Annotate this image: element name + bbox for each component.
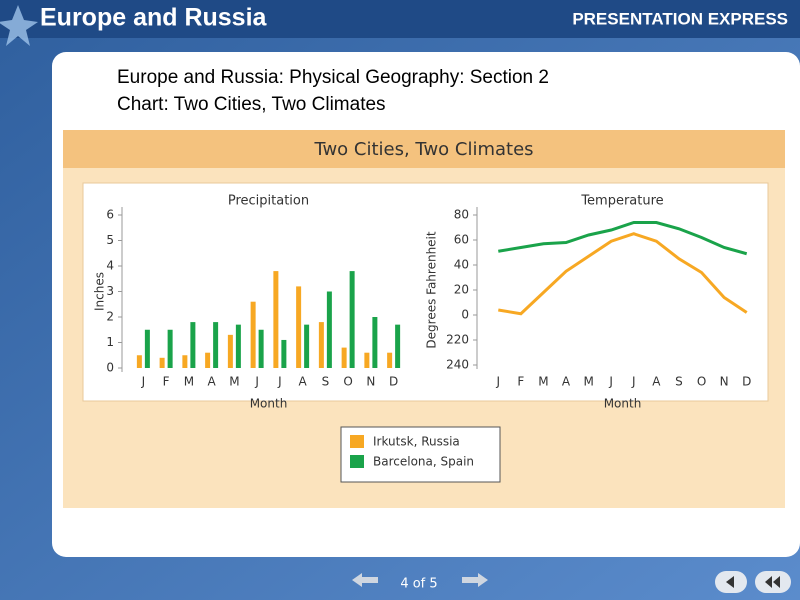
x-tick-label: J <box>608 375 613 389</box>
legend-label: Barcelona, Spain <box>373 455 474 469</box>
x-tick-label: M <box>229 375 239 389</box>
x-axis-label: Month <box>250 397 288 411</box>
y-tick-label: 40 <box>454 258 469 272</box>
figure-title: Two Cities, Two Climates <box>313 139 533 160</box>
bar <box>318 322 324 368</box>
bar <box>364 352 370 368</box>
x-tick-label: O <box>697 375 706 389</box>
caption-line: Europe and Russia: Physical Geography: S… <box>117 67 549 88</box>
bar <box>304 324 310 368</box>
bar <box>395 324 401 368</box>
x-tick-label: S <box>322 375 330 389</box>
y-tick-label: 3 <box>106 284 114 298</box>
header-brand: PRESENTATION EXPRESS <box>572 9 788 28</box>
y-tick-label: 4 <box>106 259 114 273</box>
bar <box>387 352 393 368</box>
x-tick-label: N <box>720 375 729 389</box>
x-tick-label: J <box>141 375 146 389</box>
bar <box>235 324 241 368</box>
x-tick-label: A <box>562 375 571 389</box>
prev-arrow[interactable] <box>352 573 378 587</box>
page-indicator: 4 of 5 <box>400 577 437 592</box>
bar <box>144 329 150 368</box>
x-tick-label: O <box>343 375 352 389</box>
y-tick-label: 2 <box>106 310 114 324</box>
header-bar <box>0 0 800 38</box>
x-tick-label: F <box>517 375 524 389</box>
nav: 4 of 5 <box>352 571 791 593</box>
charts-panel <box>82 182 769 402</box>
x-tick-label: M <box>538 375 548 389</box>
x-tick-label: J <box>254 375 259 389</box>
bar <box>250 301 256 368</box>
figure-title-band <box>63 130 785 168</box>
bar <box>372 317 378 368</box>
header-title: Europe and Russia <box>40 4 268 32</box>
next-arrow[interactable] <box>462 573 488 587</box>
y-tick-label: 6 <box>106 208 114 222</box>
bar <box>190 322 196 368</box>
x-tick-label: J <box>496 375 501 389</box>
x-tick-label: F <box>163 375 170 389</box>
y-axis-label: Degrees Fahrenheit <box>425 231 439 348</box>
x-tick-label: S <box>675 375 683 389</box>
first-icon <box>773 576 780 588</box>
legend-label: Irkutsk, Russia <box>373 435 460 449</box>
bar <box>296 286 302 368</box>
x-tick-label: D <box>742 375 751 389</box>
bar <box>205 352 211 368</box>
y-tick-label: 20 <box>454 283 469 297</box>
legend-swatch <box>350 455 364 468</box>
bar <box>136 355 142 368</box>
back-icon <box>726 576 734 588</box>
bar <box>159 357 165 368</box>
y-axis-label: Inches <box>93 272 107 311</box>
legend <box>340 426 501 483</box>
line <box>498 221 748 256</box>
bar <box>281 339 287 368</box>
bar <box>213 322 219 368</box>
x-tick-label: A <box>652 375 661 389</box>
compass-icon <box>0 5 38 46</box>
caption-line: Chart: Two Cities, Two Climates <box>117 94 386 115</box>
y-tick-label: 5 <box>106 233 114 247</box>
x-axis-label: Month <box>604 397 642 411</box>
bar <box>167 329 173 368</box>
y-tick-label: 60 <box>454 233 469 247</box>
y-tick-label: 1 <box>106 335 114 349</box>
line <box>498 232 748 316</box>
y-tick-label: 240 <box>446 358 469 372</box>
x-tick-label: N <box>366 375 375 389</box>
bar <box>326 291 332 368</box>
y-tick-label: 220 <box>446 333 469 347</box>
bar <box>273 271 279 368</box>
chart-title: Precipitation <box>228 194 309 209</box>
chart-title: Temperature <box>580 194 663 209</box>
x-tick-label: A <box>208 375 217 389</box>
y-tick-label: 80 <box>454 208 469 222</box>
x-tick-label: M <box>184 375 194 389</box>
x-tick-label: M <box>583 375 593 389</box>
bar <box>341 347 347 368</box>
x-tick-label: J <box>277 375 282 389</box>
legend-swatch <box>350 435 364 448</box>
first-icon <box>765 576 772 588</box>
x-tick-label: A <box>299 375 308 389</box>
x-tick-label: D <box>389 375 398 389</box>
bar <box>258 329 264 368</box>
bar <box>227 334 233 368</box>
x-tick-label: J <box>631 375 636 389</box>
y-tick-label: 0 <box>106 361 114 375</box>
y-tick-label: 0 <box>461 308 469 322</box>
bar <box>349 271 355 368</box>
bar <box>182 355 188 368</box>
